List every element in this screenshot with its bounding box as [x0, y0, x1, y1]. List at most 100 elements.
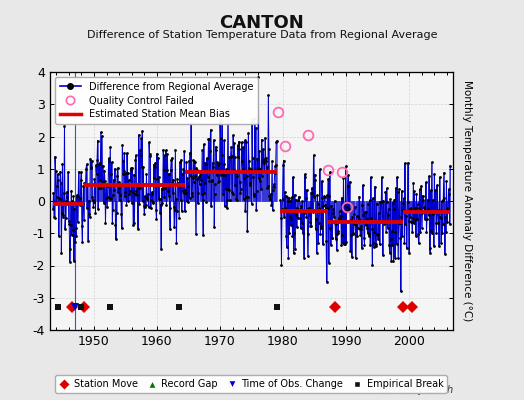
Point: [287, 216, 296, 223]
Point: [112, 236, 120, 242]
Text: Berkeley Earth: Berkeley Earth: [381, 385, 453, 395]
Point: [332, 221, 340, 228]
Point: [148, 191, 156, 198]
Point: [419, 196, 428, 203]
Point: [381, 189, 390, 195]
Point: [336, 216, 344, 222]
Point: [331, 220, 339, 226]
Point: [435, 174, 444, 180]
Point: [443, 219, 451, 225]
Point: [98, 181, 106, 187]
Point: [277, 261, 286, 268]
Point: [288, 194, 296, 200]
Point: [339, 174, 347, 181]
Point: [165, 170, 173, 177]
Point: [73, 219, 82, 226]
Point: [431, 187, 440, 194]
Point: [298, 220, 306, 226]
Point: [304, 231, 312, 237]
Point: [203, 155, 211, 161]
Point: [303, 253, 312, 259]
Point: [198, 190, 206, 197]
Point: [60, 122, 69, 129]
Point: [178, 171, 187, 178]
Point: [376, 241, 384, 248]
Point: [312, 250, 321, 256]
Point: [365, 233, 374, 240]
Point: [209, 164, 217, 171]
Point: [395, 186, 403, 192]
Point: [49, 206, 57, 212]
Point: [257, 186, 265, 192]
Point: [101, 220, 110, 226]
Point: [280, 189, 289, 196]
Point: [95, 185, 103, 191]
Point: [196, 177, 205, 184]
Point: [199, 232, 208, 238]
Point: [373, 200, 381, 207]
Point: [161, 152, 169, 158]
Point: [390, 196, 399, 203]
Point: [260, 169, 269, 176]
Point: [151, 160, 160, 166]
Point: [192, 165, 201, 171]
Point: [354, 213, 363, 220]
Point: [80, 180, 89, 186]
Point: [252, 207, 260, 214]
Point: [71, 238, 79, 245]
Point: [265, 146, 273, 152]
Point: [232, 196, 241, 203]
Point: [343, 204, 351, 210]
Point: [200, 190, 209, 196]
Point: [193, 167, 201, 173]
Point: [438, 230, 446, 236]
Point: [258, 158, 267, 164]
Point: [224, 186, 233, 192]
Point: [418, 210, 427, 216]
Point: [300, 254, 308, 261]
Point: [78, 238, 86, 245]
Point: [130, 190, 139, 197]
Point: [58, 210, 66, 216]
Point: [248, 155, 257, 162]
Point: [199, 197, 207, 203]
Point: [118, 158, 127, 164]
Point: [325, 169, 334, 175]
Point: [83, 205, 91, 211]
Point: [121, 192, 129, 199]
Point: [333, 231, 341, 237]
Point: [168, 180, 177, 186]
Point: [226, 197, 234, 203]
Point: [417, 209, 425, 215]
Point: [423, 196, 432, 203]
Point: [163, 151, 172, 158]
Point: [277, 214, 285, 221]
Point: [126, 182, 134, 188]
Point: [350, 221, 358, 228]
Point: [399, 207, 407, 213]
Point: [313, 192, 321, 199]
Point: [303, 206, 311, 212]
Point: [116, 182, 125, 188]
Point: [53, 182, 61, 189]
Point: [92, 171, 101, 178]
Point: [380, 218, 388, 225]
Point: [399, 200, 408, 206]
Text: CANTON: CANTON: [220, 14, 304, 32]
Legend: Difference from Regional Average, Quality Control Failed, Estimated Station Mean: Difference from Regional Average, Qualit…: [54, 77, 258, 124]
Point: [211, 180, 220, 187]
Point: [216, 117, 224, 124]
Point: [156, 196, 164, 202]
Point: [265, 192, 274, 199]
Point: [398, 188, 406, 194]
Point: [182, 158, 191, 165]
Point: [315, 166, 324, 172]
Point: [177, 197, 185, 204]
Point: [83, 182, 92, 189]
Point: [330, 214, 338, 220]
Point: [426, 250, 434, 256]
Point: [59, 214, 68, 220]
Point: [132, 188, 140, 194]
Legend: Station Move, Record Gap, Time of Obs. Change, Empirical Break: Station Move, Record Gap, Time of Obs. C…: [54, 375, 447, 393]
Point: [57, 250, 66, 256]
